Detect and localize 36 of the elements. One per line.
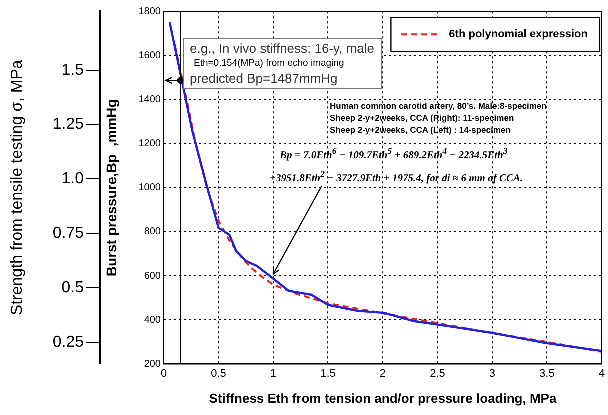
x-tick-label: 2 [380, 368, 386, 380]
annotation: Bp = 7.0Eth$^{6}$ − 109.7Eth$^{5}$ + 689.2Eth$^{4}$ − 2234.5Eth$^{3}$ [280, 146, 508, 162]
y2-tick-label: 1.5 [62, 62, 84, 79]
y-axis-title: Burst pressure,Bp ,mmHg [103, 99, 120, 277]
annotation: Eth=0.154(MPa) from echo imaging [193, 57, 346, 71]
y2-tick-label: 0.25 [52, 334, 84, 351]
y-tick-label: 1000 [138, 182, 162, 194]
annotation: Sheep 2-y+2weeks, CCA (Left) : 14-specimen [330, 125, 511, 135]
y-tick-label: 1600 [138, 50, 162, 62]
x-tick-label: 3 [489, 368, 496, 380]
annotation: e.g., In vivo stiffness: 16-y, male [190, 41, 374, 56]
x-tick-label: 1 [270, 368, 277, 380]
y2-tick-label: 1.0 [62, 170, 84, 188]
x-tick-label: 4 [598, 368, 606, 380]
annotation: Sheep 2-y+2weeks, CCA (Right): 11-specimen [330, 113, 514, 123]
y-tick-label: 1800 [138, 6, 162, 18]
y-tick-label: 1400 [138, 94, 162, 106]
y-tick-label: 600 [144, 270, 162, 282]
x-tick-label: 2.5 [430, 368, 446, 380]
x-tick-label: 3.5 [540, 368, 555, 380]
y2-axis-title: Strength from tensile testing σ, MPa [9, 60, 26, 316]
x-axis-title: Stiffness Eth from tension and/or pressure loading, MPa [209, 390, 558, 406]
x-tick-label: 0.5 [211, 368, 226, 380]
y2-tick-label: 0.5 [62, 279, 84, 296]
annotation: Human common carotid artery, 80’s. Male:8-specimen [330, 101, 547, 111]
y-tick-label: 400 [144, 314, 162, 326]
legend-label: 6th polynomial expression [449, 28, 588, 41]
annotation: +3951.8Eth$^{2}$ − 3727.9Eth + 1975.4, for di ≈ 6 mm of CCA. [270, 169, 524, 184]
x-tick-label: 1.5 [320, 368, 336, 380]
y-tick-label: 200 [144, 358, 162, 370]
y2-tick-label: 0.75 [52, 225, 84, 242]
y-tick-label: 1200 [138, 138, 162, 150]
x-tick-label: 0 [160, 368, 168, 380]
y-tick-label: 800 [144, 226, 162, 238]
y2-tick-label: 1.25 [52, 116, 84, 134]
annotation: predicted Bp=1487mmHg [190, 71, 339, 86]
